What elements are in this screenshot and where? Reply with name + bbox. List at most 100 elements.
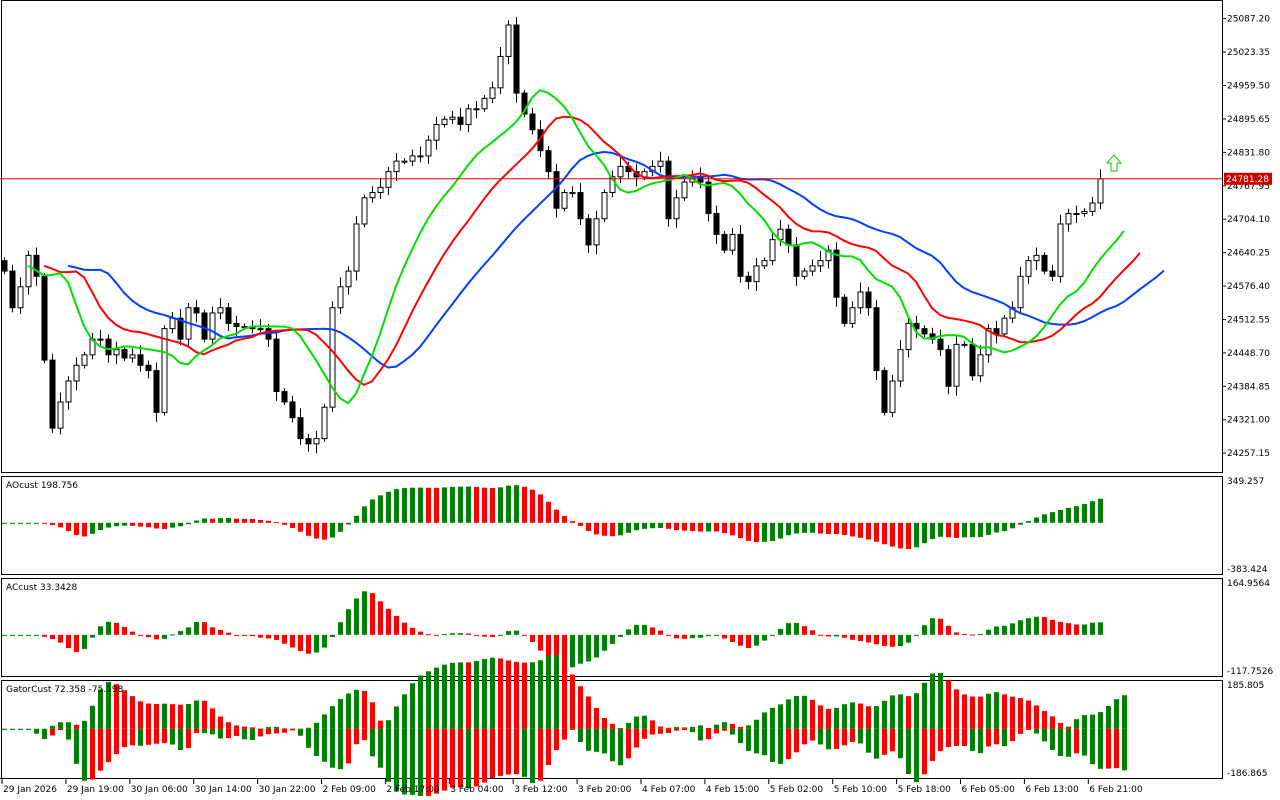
ac-bar	[106, 621, 111, 635]
gator-lower-bar	[722, 728, 727, 731]
ac-bar	[178, 631, 183, 635]
ao-bar	[282, 522, 287, 525]
candle	[1001, 315, 1008, 338]
candle	[593, 210, 600, 255]
gator-lower-bar	[786, 728, 791, 760]
bear-candle-body	[145, 364, 152, 372]
ac-bar	[634, 624, 639, 635]
gator-upper-bar	[866, 706, 871, 729]
gator-upper-bar	[554, 655, 559, 729]
ao-bar	[170, 522, 175, 528]
bull-candle-body	[753, 265, 760, 283]
gator-lower-bar	[266, 728, 271, 735]
candle	[121, 346, 128, 362]
ao-bar	[42, 522, 47, 524]
ac-bar	[362, 591, 367, 635]
ac-bar	[42, 634, 47, 637]
bull-candle-body	[497, 55, 504, 89]
gator-upper-bar	[250, 727, 255, 729]
ao-bar	[1074, 506, 1079, 523]
gator-upper-bar	[1058, 723, 1063, 729]
ac-bar	[954, 632, 959, 635]
candle	[345, 266, 352, 295]
gator-upper-bar	[546, 655, 551, 729]
bull-candle-body	[321, 406, 328, 440]
gator-upper-bar	[650, 720, 655, 729]
gator-upper-bar	[466, 662, 471, 729]
ao-bar	[138, 522, 143, 527]
gator-lower-bar	[362, 728, 367, 741]
ac-bar	[122, 627, 127, 635]
bull-candle-body	[601, 192, 608, 220]
bull-candle-body	[817, 260, 824, 267]
time-tick-label: 30 Jan 06:00	[131, 785, 188, 795]
candle	[1, 257, 8, 275]
bull-candle-body	[489, 87, 496, 99]
bear-candle-body	[665, 160, 672, 220]
ac-bar	[506, 631, 511, 635]
candle	[41, 273, 48, 364]
ao-bar	[466, 486, 471, 523]
ao-bar	[298, 522, 303, 532]
gator-lower-bar	[250, 728, 255, 741]
ac-bar	[2, 634, 7, 636]
bear-candle-body	[833, 249, 840, 298]
bull-candle-body	[129, 354, 136, 359]
ac-bar	[1034, 616, 1039, 635]
gator-lower-bar	[570, 728, 575, 730]
bull-candle-body	[449, 116, 456, 120]
ac-bar	[1002, 625, 1007, 635]
ao-bar	[426, 487, 431, 523]
gator-lower-bar	[1066, 728, 1071, 757]
time-tick-label: 6 Feb 21:00	[1089, 785, 1143, 795]
candle	[377, 177, 384, 199]
ac-bar	[306, 634, 311, 654]
candle	[385, 166, 392, 196]
gator-upper-bar	[706, 728, 711, 730]
candle	[609, 170, 616, 198]
bear-candle-body	[121, 349, 128, 359]
candle	[529, 107, 536, 135]
current-price-badge	[1224, 172, 1272, 185]
gator-upper-bar	[186, 703, 191, 729]
ac-bar	[26, 634, 31, 636]
gator-lower-bar	[914, 728, 919, 783]
candle	[177, 308, 184, 346]
ac-bar	[778, 628, 783, 635]
ao-bar	[714, 522, 719, 532]
ac-bar	[698, 634, 703, 638]
candle	[329, 301, 336, 412]
bull-candle-body	[217, 307, 224, 314]
price-tick-label: 24895.65	[1227, 115, 1270, 125]
gator-lower-bar	[906, 728, 911, 774]
bear-candle-body	[577, 192, 584, 220]
gator-lower-bar	[506, 728, 511, 775]
price-pane	[0, 17, 1222, 454]
bull-candle-body	[393, 160, 400, 173]
pane-frame	[1, 476, 1223, 575]
gator-upper-bar	[994, 692, 999, 729]
ac-bar	[1018, 620, 1023, 635]
ao-bar	[50, 522, 55, 526]
gator-upper-bar	[506, 660, 511, 729]
gator-lower-bar	[354, 728, 359, 745]
bull-candle-body	[401, 160, 408, 163]
gator-upper-bar	[370, 702, 375, 729]
time-tick-label: 5 Feb 10:00	[834, 785, 888, 795]
ac-bar	[986, 629, 991, 635]
gator-lower-bar	[946, 728, 951, 748]
ao-bar	[826, 522, 831, 534]
ac-bar	[1042, 617, 1047, 635]
gator-upper-bar	[194, 700, 199, 729]
gator-lower-bar	[610, 728, 615, 762]
time-tick-label: 29 Jan 19:00	[67, 785, 124, 795]
gator-lower-bar	[842, 728, 847, 746]
gator-upper-bar	[698, 725, 703, 729]
ac-bar	[282, 634, 287, 644]
candle	[505, 20, 512, 65]
ao-bar	[202, 518, 207, 523]
gator-upper-bar	[314, 722, 319, 729]
gator-lower-bar	[290, 728, 295, 731]
